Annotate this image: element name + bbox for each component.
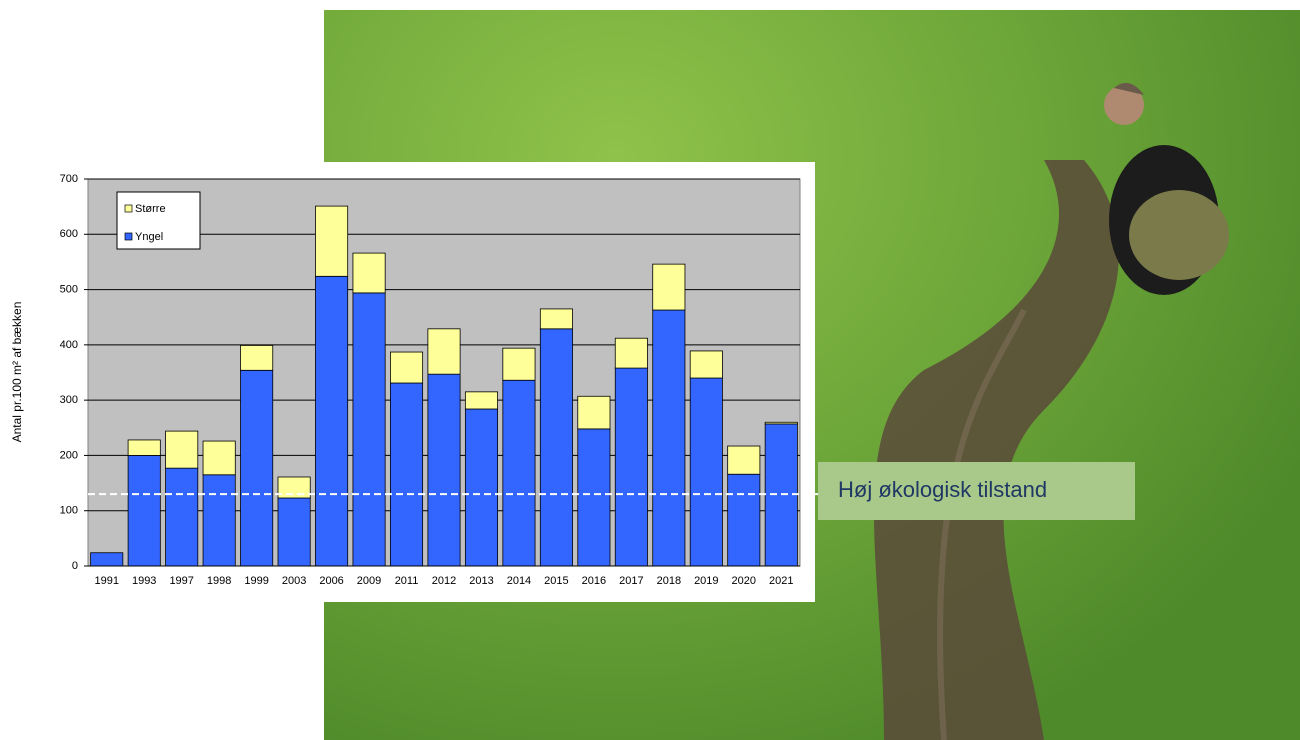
x-tick-label: 2020 <box>732 575 756 587</box>
x-tick-label: 2019 <box>694 575 718 587</box>
bar-segment <box>277 497 311 567</box>
x-tick-label: 2011 <box>395 575 419 587</box>
bar-segment <box>427 328 461 375</box>
x-tick-label: 2015 <box>544 575 568 587</box>
x-tick-label: 2006 <box>319 575 343 587</box>
bar-segment <box>502 379 536 567</box>
y-tick-label: 0 <box>72 560 78 572</box>
bar-segment <box>127 439 161 456</box>
x-tick-label: 2013 <box>469 575 493 587</box>
bar-segment <box>577 428 611 567</box>
bar-segment <box>427 373 461 567</box>
bar-segment <box>277 476 311 499</box>
bar-segment <box>764 421 798 425</box>
bar-segment <box>464 391 498 410</box>
x-tick-label: 1998 <box>207 575 231 587</box>
legend-swatch <box>124 204 133 213</box>
bar-segment <box>240 345 274 371</box>
bar-segment <box>127 455 161 567</box>
bar-segment <box>390 382 424 567</box>
threshold-label: Høj økologisk tilstand <box>838 477 1047 502</box>
bar-segment <box>689 350 723 379</box>
bar-segment <box>202 474 236 567</box>
photo-scene <box>874 82 1229 740</box>
x-tick-label: 1993 <box>132 575 156 587</box>
legend-swatch <box>124 232 133 241</box>
x-tick-label: 2003 <box>282 575 306 587</box>
bar-segment <box>577 395 611 430</box>
x-tick-label: 2018 <box>657 575 681 587</box>
bar-segment <box>352 292 386 567</box>
y-axis-label: Antal pr.100 m² af bækken <box>10 302 24 443</box>
bar-segment <box>539 328 573 567</box>
y-tick-label: 400 <box>60 339 78 351</box>
bar-segment <box>390 351 424 384</box>
x-tick-label: 2017 <box>619 575 643 587</box>
y-tick-label: 300 <box>60 394 78 406</box>
legend-label: Yngel <box>135 231 163 243</box>
y-tick-label: 200 <box>60 449 78 461</box>
legend-label: Større <box>135 203 166 215</box>
x-tick-label: 2016 <box>582 575 606 587</box>
bar-segment <box>502 347 536 381</box>
bar-segment <box>652 263 686 311</box>
bar-segment <box>614 367 648 567</box>
y-tick-label: 500 <box>60 283 78 295</box>
y-tick-label: 600 <box>60 228 78 240</box>
x-tick-label: 1991 <box>94 575 118 587</box>
y-tick-label: 700 <box>60 173 78 185</box>
bar-segment <box>727 445 761 475</box>
x-tick-label: 1997 <box>169 575 193 587</box>
bar-segment <box>315 205 349 277</box>
bar-segment <box>202 440 236 476</box>
bar-segment <box>165 430 199 469</box>
bar-segment <box>689 377 723 567</box>
x-tick-label: 2009 <box>357 575 381 587</box>
bar-segment <box>352 252 386 294</box>
bar-segment <box>464 408 498 567</box>
x-tick-label: 1999 <box>244 575 268 587</box>
bar-segment <box>315 275 349 567</box>
y-tick-label: 100 <box>60 505 78 517</box>
bar-segment <box>727 473 761 567</box>
bar-segment <box>652 309 686 567</box>
bar-segment <box>539 308 573 330</box>
bar-segment <box>240 369 274 567</box>
x-tick-label: 2012 <box>432 575 456 587</box>
bar-segment <box>165 467 199 567</box>
bar-segment <box>90 552 124 567</box>
bar-segment <box>614 337 648 369</box>
annotation-box <box>818 462 1135 520</box>
x-tick-label: 2014 <box>507 575 531 587</box>
x-tick-label: 2021 <box>769 575 793 587</box>
